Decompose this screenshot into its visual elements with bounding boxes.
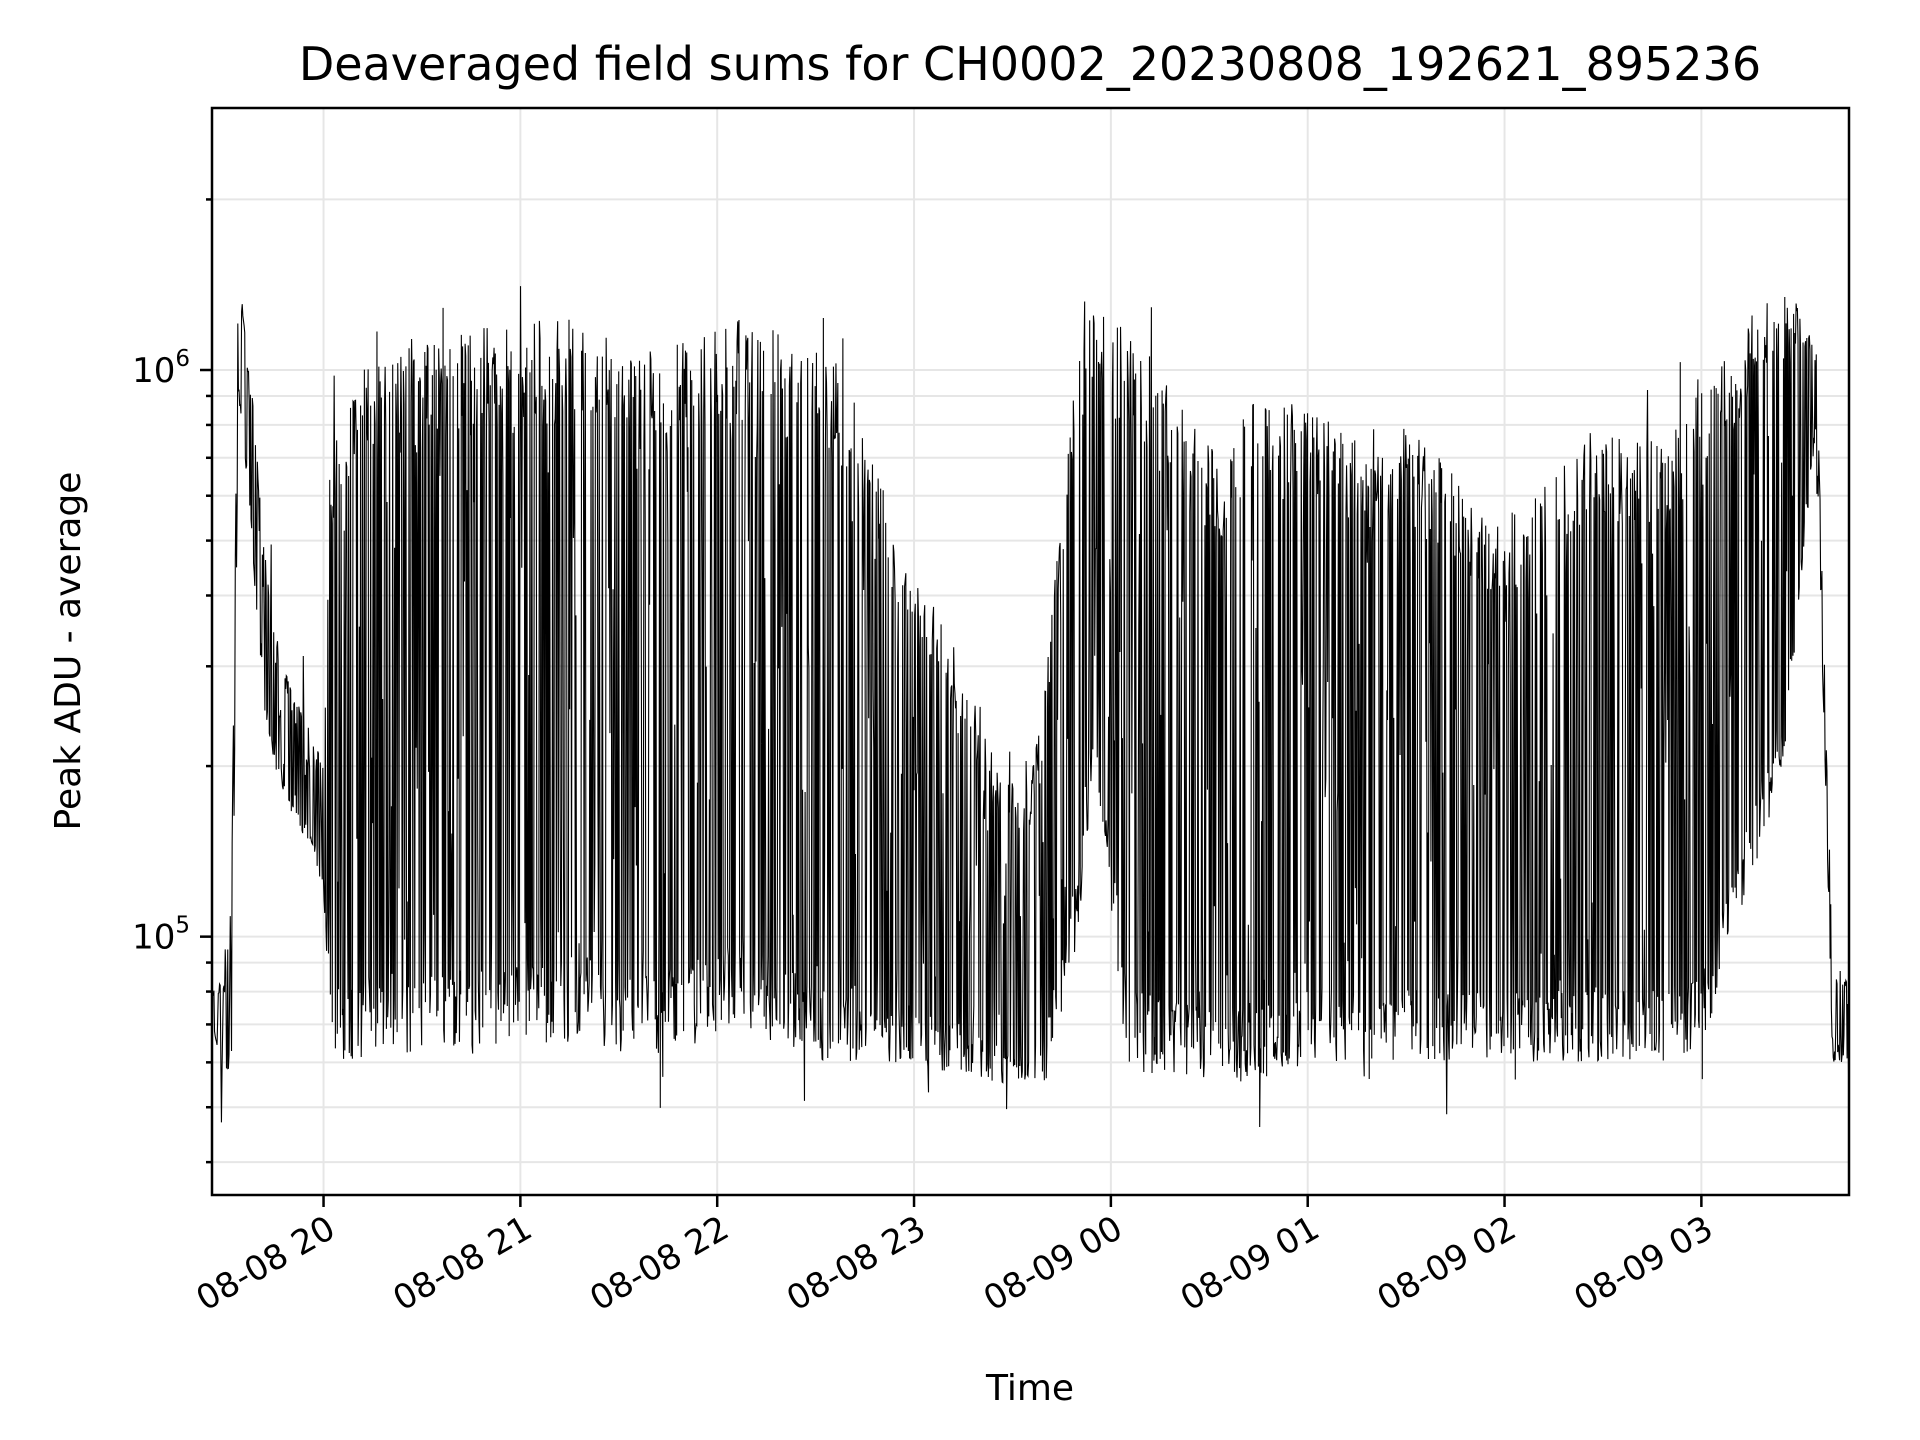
y-tick-exponent: 6: [175, 346, 190, 372]
series-line: [211, 286, 1850, 1128]
plot-area: [211, 286, 1850, 1128]
y-tick-label: 106: [132, 346, 190, 391]
y-tick-base: 10: [132, 351, 175, 391]
y-axis-label: Peak ADU - average: [48, 472, 89, 831]
chart-title: Deaveraged field sums for CH0002_2023080…: [299, 37, 1761, 91]
x-axis-label: Time: [985, 1368, 1074, 1409]
plot-frame: [210, 106, 1851, 1197]
grid-layer: [212, 108, 1849, 1195]
y-tick-base: 10: [132, 918, 175, 958]
y-tick-exponent: 5: [175, 913, 190, 939]
y-tick-label: 105: [132, 913, 190, 958]
